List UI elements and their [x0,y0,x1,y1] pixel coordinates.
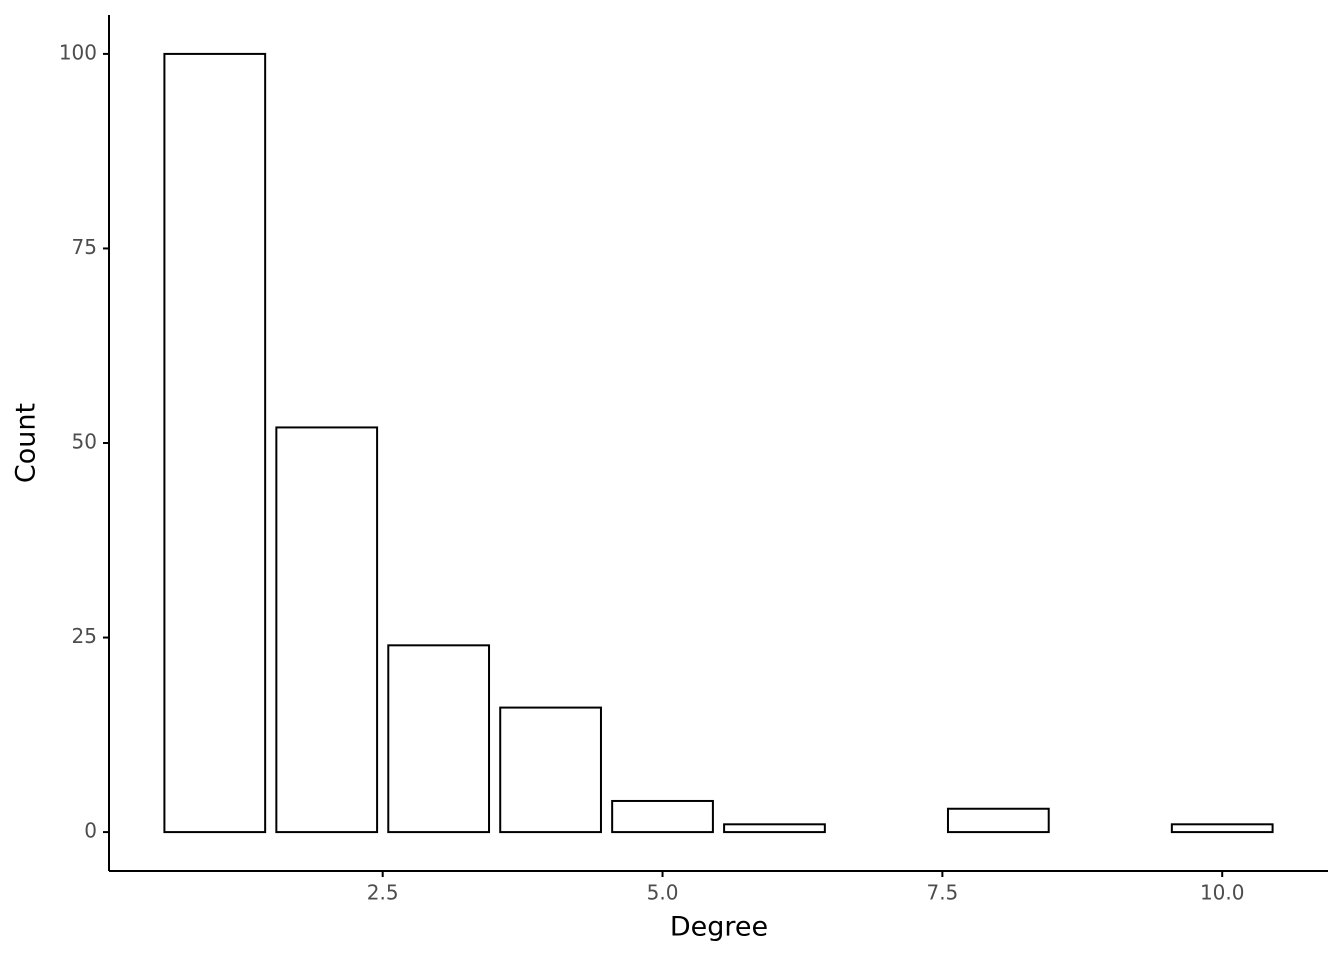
x-tick-label: 5.0 [647,881,679,905]
y-tick-label: 100 [59,40,97,64]
bar [723,823,826,834]
bar [946,807,1050,834]
y-tick-label: 75 [72,235,97,259]
y-tick-label: 50 [72,430,97,454]
bar [1170,823,1274,834]
y-tick-label: 0 [84,819,97,843]
bar [387,644,491,834]
x-axis-title: Degree [670,912,768,943]
bar [499,706,602,834]
bar [275,426,379,834]
y-axis-title: Count [11,403,42,483]
x-tick-label: 7.5 [926,881,958,905]
y-tick-label: 25 [72,624,97,648]
bar [611,799,714,834]
bar [163,52,267,834]
x-tick-label: 10.0 [1200,881,1245,905]
x-tick-label: 2.5 [367,881,399,905]
